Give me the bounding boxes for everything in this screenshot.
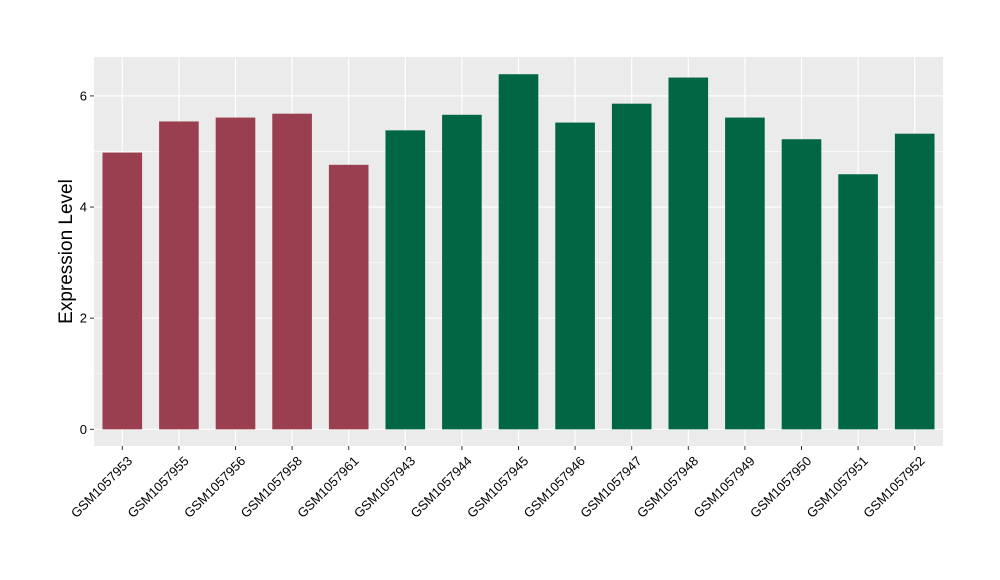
y-tick-label: 4 [80, 200, 87, 215]
bar-GSM1057952 [894, 133, 935, 430]
bar-GSM1057948 [668, 77, 709, 430]
bar-GSM1057947 [611, 103, 652, 430]
bar-GSM1057944 [442, 114, 482, 430]
y-tick-label: 6 [80, 88, 87, 103]
y-tick-label: 2 [80, 311, 87, 326]
bar-GSM1057955 [159, 121, 199, 430]
bar-GSM1057950 [781, 139, 822, 430]
bar-GSM1057945 [498, 74, 539, 430]
bar-GSM1057943 [385, 130, 426, 430]
y-axis-ticks: 0 2 4 6 [80, 88, 94, 437]
y-axis-title: Expression Level [56, 179, 77, 324]
bar-GSM1057958 [272, 113, 312, 430]
bar-GSM1057953 [102, 152, 143, 430]
bars [102, 74, 935, 430]
bar-GSM1057951 [838, 174, 878, 430]
bar-GSM1057946 [555, 122, 595, 430]
bar-GSM1057949 [725, 117, 765, 430]
x-axis-ticks: GSM1057953GSM1057955GSM1057956GSM1057958… [68, 446, 928, 521]
y-tick-label: 0 [80, 422, 87, 437]
bar-GSM1057961 [328, 164, 369, 430]
bar-GSM1057956 [215, 117, 256, 430]
